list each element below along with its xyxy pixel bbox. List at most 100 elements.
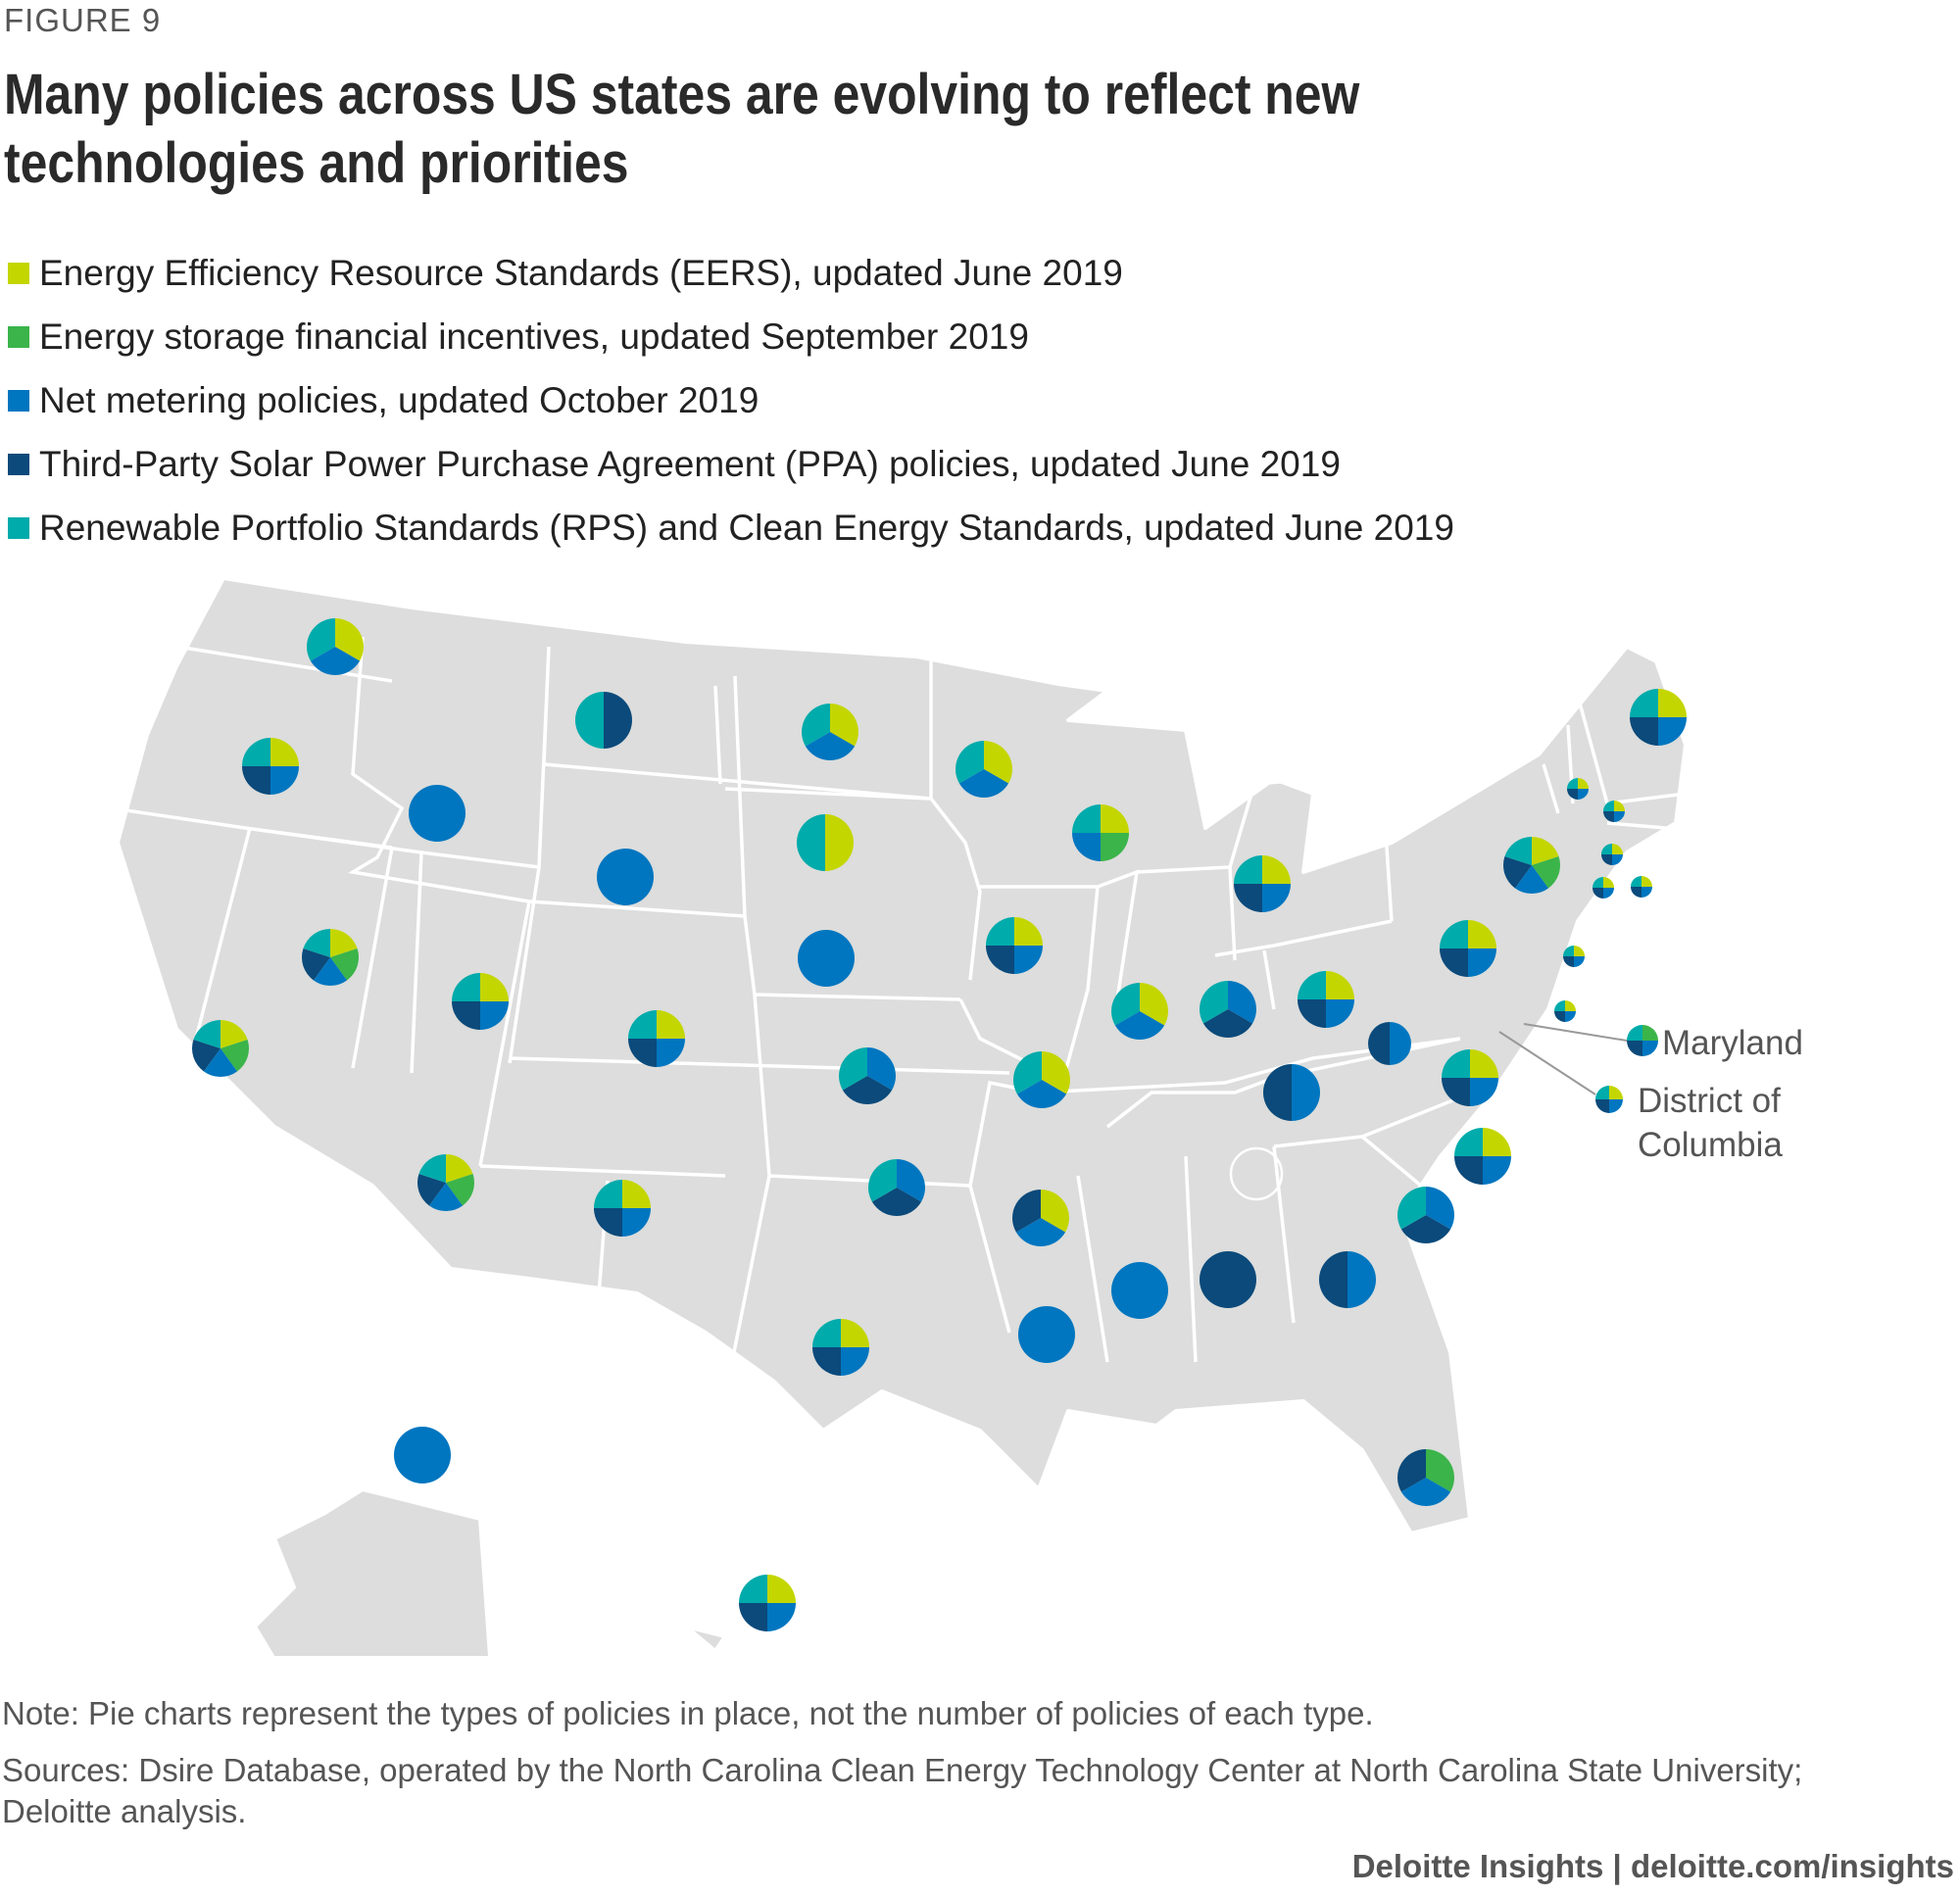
legend-label-eers: Energy Efficiency Resource Standards (EE… — [39, 252, 1123, 293]
pie-sc — [1397, 1187, 1454, 1243]
pie-slice-ne-net — [798, 930, 855, 987]
pie-slice-md-rps — [1627, 1025, 1642, 1041]
pie-slice-md-net — [1642, 1041, 1658, 1056]
pie-slice-nh-net — [1614, 811, 1625, 822]
pie-slice-ky-ppa — [1263, 1064, 1292, 1121]
pie-slice-ca-rps — [193, 1020, 220, 1048]
us-map: Maryland District of Columbia — [116, 576, 1803, 1656]
pie-wv — [1368, 1022, 1411, 1065]
pie-slice-az-eers — [446, 1154, 473, 1183]
pie-slice-ks-net — [867, 1047, 896, 1091]
pie-slice-mn-net — [958, 769, 1009, 798]
pie-va — [1442, 1049, 1498, 1106]
legend-item-ppa: Third-Party Solar Power Purchase Agreeme… — [8, 432, 1454, 496]
pie-slice-oh-ppa — [1298, 999, 1326, 1028]
pie-slice-ok-net — [897, 1159, 925, 1202]
note: Note: Pie charts represent the types of … — [2, 1695, 1374, 1731]
pie-slice-nm-eers — [622, 1180, 651, 1208]
pie-slice-pa-eers — [1468, 920, 1496, 948]
pie-slice-ri-eers — [1642, 876, 1652, 887]
pie-slice-nj-rps — [1563, 946, 1574, 956]
pie-slice-ri-net — [1642, 887, 1652, 898]
pie-oh — [1298, 971, 1354, 1028]
pie-slice-ar-eers — [1041, 1190, 1069, 1233]
pie-slice-nh-ppa — [1603, 811, 1614, 822]
pie-slice-mi-rps — [1234, 855, 1262, 884]
pie-id — [409, 785, 466, 842]
pie-slice-mt-ppa — [604, 692, 632, 749]
pie-slice-de-net — [1565, 1011, 1576, 1022]
pie-slice-wi-rps — [1072, 804, 1101, 833]
pie-slice-tx-ppa — [812, 1347, 841, 1376]
pie-slice-nm-net — [622, 1208, 651, 1237]
pie-slice-ms-net — [1111, 1262, 1168, 1319]
pie-slice-wi-eers — [1101, 804, 1129, 833]
pie-slice-vt-eers — [1578, 778, 1589, 789]
brand-credit: Deloitte Insights | deloitte.com/insight… — [1351, 1848, 1954, 1884]
pie-slice-la-net — [1018, 1306, 1075, 1363]
pie-slice-ca-net — [203, 1048, 238, 1078]
pie-slice-or-ppa — [242, 766, 270, 795]
pie-slice-nc-net — [1483, 1156, 1511, 1185]
pie-slice-de-eers — [1565, 1000, 1576, 1011]
pie-slice-nm-rps — [594, 1180, 622, 1208]
pie-ri — [1631, 876, 1652, 898]
pie-slice-va-ppa — [1442, 1078, 1470, 1106]
pie-slice-in-rps — [1200, 981, 1228, 1024]
pie-slice-co-eers — [657, 1010, 685, 1039]
pie-slice-dc-net — [1609, 1099, 1623, 1113]
pie-dc — [1595, 1086, 1623, 1113]
legend-swatch-ppa — [8, 453, 29, 475]
pie-slice-ri-ppa — [1631, 887, 1642, 898]
pie-slice-al-ppa — [1200, 1251, 1256, 1308]
callout-line-maryland — [1523, 1023, 1628, 1042]
pie-slice-tx-net — [841, 1347, 869, 1376]
pie-slice-ct-eers — [1603, 877, 1614, 888]
pie-slice-fl-ppa — [1397, 1449, 1426, 1492]
legend-item-rps: Renewable Portfolio Standards (RPS) and … — [8, 496, 1454, 559]
legend-swatch-net-metering — [8, 389, 29, 412]
pie-in — [1200, 981, 1256, 1038]
land-alaska — [253, 1487, 493, 1656]
pie-slice-dc-rps — [1595, 1086, 1609, 1099]
legend-label-storage: Energy storage financial incentives, upd… — [39, 316, 1029, 357]
pie-slice-il-net — [1114, 1011, 1165, 1040]
state-pies — [192, 618, 1687, 1631]
pie-slice-ca-storage — [220, 1040, 249, 1072]
pie-slice-ca-ppa — [192, 1040, 220, 1072]
pie-slice-ny-net — [1514, 865, 1549, 895]
pie-slice-id-net — [409, 785, 466, 842]
pie-slice-sc-net — [1426, 1187, 1454, 1230]
pie-slice-ks-rps — [839, 1047, 867, 1091]
pie-slice-sd-rps — [797, 814, 825, 871]
state-borders — [119, 636, 1687, 1422]
pie-ma — [1601, 844, 1623, 865]
pie-slice-or-net — [270, 766, 299, 795]
pie-slice-dc-ppa — [1595, 1099, 1609, 1113]
pie-vt — [1567, 778, 1589, 800]
pie-wa — [307, 618, 364, 675]
pie-slice-ma-ppa — [1601, 854, 1612, 865]
pie-slice-nc-rps — [1454, 1128, 1483, 1156]
pie-slice-nd-eers — [830, 704, 858, 747]
pie-slice-or-eers — [270, 738, 299, 766]
legend: Energy Efficiency Resource Standards (EE… — [8, 241, 1454, 559]
pie-wy — [597, 849, 654, 905]
pie-co — [628, 1010, 685, 1067]
pie-slice-wi-storage — [1101, 833, 1129, 861]
pie-pa — [1440, 920, 1496, 977]
pie-sd — [797, 814, 854, 871]
legend-item-eers: Energy Efficiency Resource Standards (EE… — [8, 241, 1454, 305]
pie-slice-or-rps — [242, 738, 270, 766]
pie-slice-co-ppa — [628, 1039, 657, 1067]
pie-nc — [1454, 1128, 1511, 1185]
legend-label-rps: Renewable Portfolio Standards (RPS) and … — [39, 507, 1454, 548]
pie-slice-nv-ppa — [302, 948, 330, 981]
pie-hi — [739, 1575, 796, 1631]
chart-title: Many policies across US states are evolv… — [4, 63, 1360, 195]
pie-slice-ny-storage — [1532, 856, 1560, 889]
pie-az — [417, 1154, 474, 1212]
pie-slice-ks-ppa — [842, 1076, 893, 1104]
pie-slice-mo-rps — [1013, 1051, 1042, 1094]
pie-slice-az-rps — [418, 1154, 446, 1183]
